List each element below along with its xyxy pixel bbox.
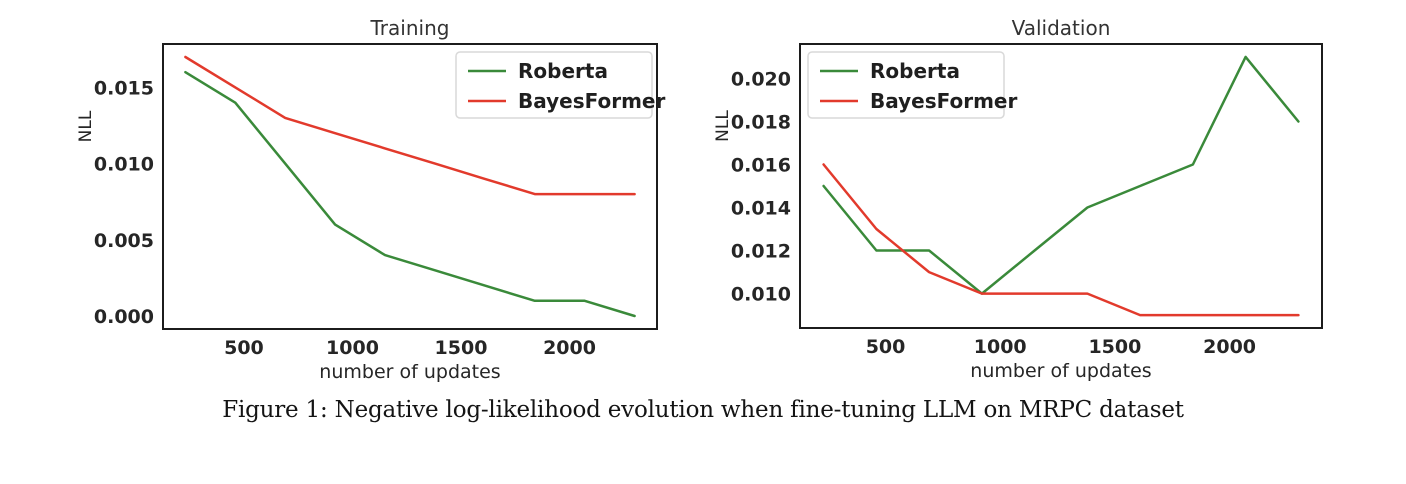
y-tick-label: 0.014 — [731, 198, 791, 220]
legend-label-bayesformer: BayesFormer — [518, 89, 665, 113]
training-chart: Training 0.000 0.005 0.010 0.015 500 1000 1500 2… — [76, 16, 665, 383]
y-tick-label: 0.012 — [731, 241, 791, 263]
x-axis-label: number of updates — [970, 360, 1151, 382]
roberta-line — [184, 70, 636, 318]
y-axis-label: NLL — [713, 110, 733, 142]
x-tick-label: 1500 — [435, 337, 488, 359]
y-tick-label: 0.010 — [731, 284, 791, 306]
x-tick-label: 500 — [866, 336, 906, 358]
y-tick-label: 0.018 — [731, 111, 791, 133]
y-tick-label: 0.000 — [94, 306, 154, 328]
y-tick-label: 0.016 — [731, 154, 791, 176]
y-tick-label: 0.005 — [94, 230, 154, 252]
x-tick-label: 1500 — [1088, 336, 1141, 358]
x-axis-label: number of updates — [319, 361, 500, 383]
x-tick-label: 1000 — [974, 336, 1027, 358]
validation-chart: Validation 0.010 0.012 0.014 0.016 0.018 0.020… — [713, 16, 1323, 382]
bayesformer-line — [822, 163, 1300, 317]
x-tick-label: 2000 — [1203, 336, 1256, 358]
x-tick-label: 2000 — [543, 337, 596, 359]
legend-label-roberta: Roberta — [870, 59, 960, 83]
y-tick-label: 0.015 — [94, 77, 154, 99]
y-tick-label: 0.010 — [94, 154, 154, 176]
legend-label-roberta: Roberta — [518, 59, 608, 83]
chart-title: Training — [370, 16, 450, 40]
y-axis-label: NLL — [76, 110, 96, 142]
bayesformer-line — [184, 55, 636, 196]
x-tick-label: 1000 — [326, 337, 379, 359]
chart-title: Validation — [1012, 16, 1111, 40]
figure-caption: Figure 1: Negative log-likelihood evolut… — [222, 397, 1184, 423]
x-tick-label: 500 — [224, 337, 264, 359]
legend-label-bayesformer: BayesFormer — [870, 89, 1017, 113]
y-tick-label: 0.020 — [731, 68, 791, 90]
